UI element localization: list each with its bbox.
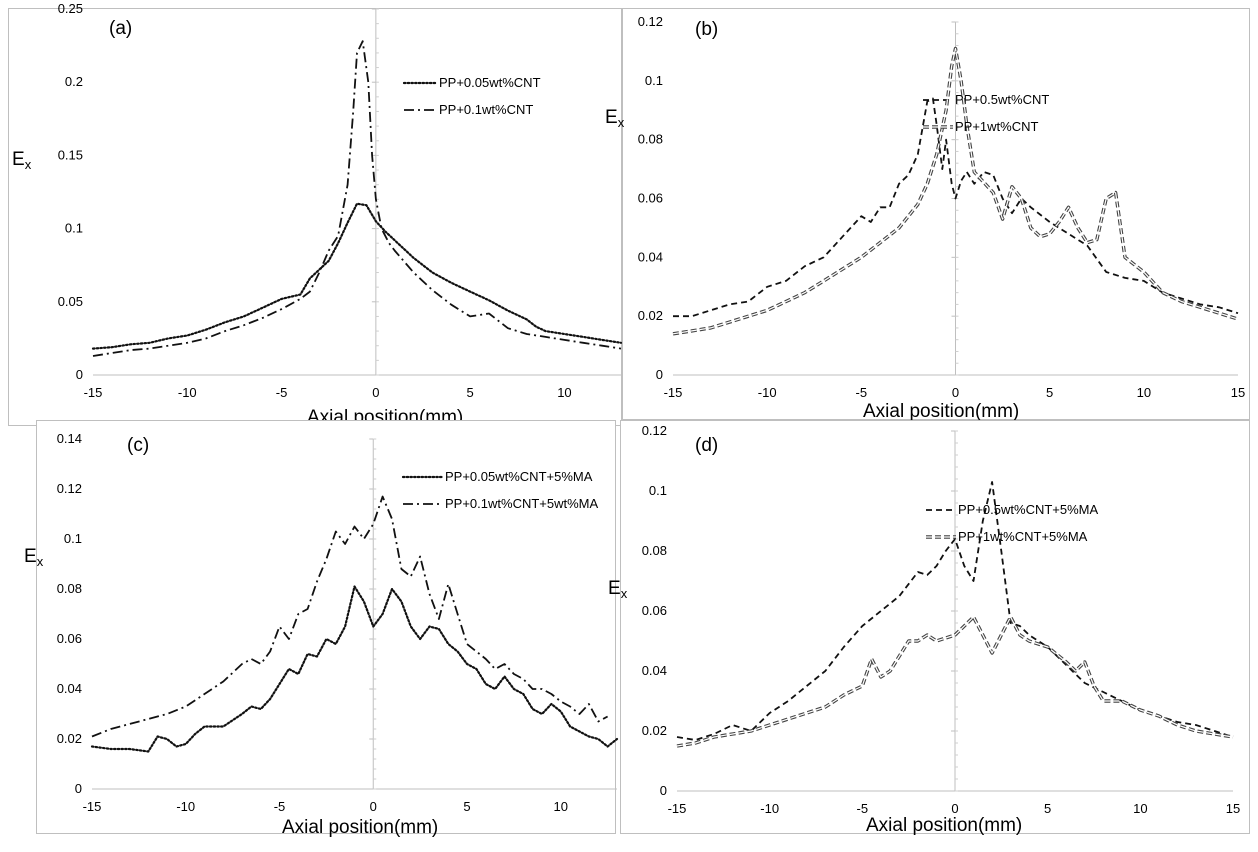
x-tick-label: -10 — [178, 385, 197, 400]
y-tick-label: 0.25 — [58, 1, 83, 16]
y-tick-label: 0.12 — [57, 481, 82, 496]
x-tick-label: 0 — [951, 801, 958, 816]
chart-panel-d: 0 0.02 0.04 0.06 0.08 0.1 0.12 -15 -10 -5 0 5 10 15 Ax… — [608, 420, 1250, 836]
y-axis-label-subscript: x — [25, 157, 32, 172]
y-tick-label: 0.1 — [645, 73, 663, 88]
x-tick-label: 10 — [554, 799, 568, 814]
x-axis-label: Axial position(mm) — [866, 815, 1022, 836]
x-tick-label: 10 — [1137, 385, 1151, 400]
chart-panel-a: 0 0.05 0.1 0.15 0.2 0.25 -15 -10 -5 0 5 10 Axial pos… — [8, 1, 623, 428]
x-tick-label: -5 — [276, 385, 288, 400]
x-tick-label: 15 — [1231, 385, 1245, 400]
y-tick-label: 0 — [75, 781, 82, 796]
x-axis-label: Axial position(mm) — [282, 817, 438, 838]
series-line-2-inner — [676, 616, 1234, 747]
x-tick-label: 0 — [952, 385, 959, 400]
y-tick-label: 0.14 — [57, 431, 82, 446]
x-tick-label: 10 — [1133, 801, 1147, 816]
x-tick-label: -10 — [758, 385, 777, 400]
y-tick-label: 0 — [656, 367, 663, 382]
x-tick-label: 5 — [463, 799, 470, 814]
x-tick-label: -15 — [83, 799, 102, 814]
y-tick-label: 0.02 — [642, 723, 667, 738]
legend-label-2: PP+1wt%CNT — [955, 119, 1038, 134]
y-tick-label: 0.06 — [638, 191, 663, 206]
y-axis-label-subscript: x — [37, 554, 44, 569]
series-line-2 — [92, 40, 622, 357]
y-tick-label: 0.08 — [642, 543, 667, 558]
y-tick-label: 0.04 — [638, 249, 663, 264]
x-tick-label: -5 — [856, 385, 868, 400]
y-tick-label: 0.12 — [642, 423, 667, 438]
legend-label-1: PP+0.5wt%CNT+5%MA — [958, 502, 1098, 517]
y-tick-label: 0.06 — [57, 631, 82, 646]
chart-panel-b: 0 0.02 0.04 0.06 0.08 0.1 0.12 -15 -10 -5 0 5 10 15 Ax… — [605, 8, 1250, 422]
chart-d-svg: 0 0.02 0.04 0.06 0.08 0.1 0.12 -15 -10 -5 0 5 10 15 Ax… — [608, 423, 1240, 836]
x-tick-label: -15 — [664, 385, 683, 400]
y-tick-label: 0.02 — [57, 731, 82, 746]
y-tick-label: 0.2 — [65, 74, 83, 89]
chart-panel-c: 0 0.02 0.04 0.06 0.08 0.1 0.12 0.14 -15 -10 -5 0 5 10… — [24, 420, 619, 838]
y-tick-label: 0.08 — [57, 581, 82, 596]
x-tick-label: 5 — [1044, 801, 1051, 816]
panel-label: (a) — [109, 18, 132, 39]
x-tick-label: 0 — [372, 385, 379, 400]
chart-c-svg: 0 0.02 0.04 0.06 0.08 0.1 0.12 0.14 -15 -10 -5 0 5 10… — [24, 431, 619, 838]
legend-label-1: PP+0.5wt%CNT — [955, 92, 1049, 107]
y-axis-label: Ex — [608, 578, 628, 601]
x-tick-label: 15 — [1226, 801, 1240, 816]
legend-label-2: PP+0.1wt%CNT+5wt%MA — [445, 496, 598, 511]
y-axis-label-subscript: x — [618, 115, 625, 130]
y-tick-label: 0.02 — [638, 308, 663, 323]
x-tick-label: -5 — [857, 801, 869, 816]
legend-label-2: PP+0.1wt%CNT — [439, 102, 533, 117]
series-line-2-inner — [672, 47, 1239, 335]
x-tick-label: 10 — [557, 385, 571, 400]
legend-label-2: PP+1wt%CNT+5%MA — [958, 529, 1088, 544]
y-tick-label: 0.04 — [57, 681, 82, 696]
y-tick-label: 0.1 — [64, 531, 82, 546]
panel-label: (d) — [695, 435, 718, 456]
x-tick-label: 0 — [370, 799, 377, 814]
chart-b-svg: 0 0.02 0.04 0.06 0.08 0.1 0.12 -15 -10 -5 0 5 10 15 Ax… — [605, 14, 1245, 422]
y-tick-label: 0 — [660, 783, 667, 798]
series-line-1 — [90, 585, 619, 753]
x-tick-label: -15 — [84, 385, 103, 400]
y-tick-label: 0.1 — [649, 483, 667, 498]
y-tick-label: 0.12 — [638, 14, 663, 29]
x-tick-label: 5 — [1046, 385, 1053, 400]
panel-label: (c) — [127, 435, 149, 456]
legend-label-1: PP+0.05wt%CNT+5%MA — [445, 469, 593, 484]
y-tick-label: 0.06 — [642, 603, 667, 618]
y-axis-label: Ex — [605, 107, 625, 130]
x-tick-label: -5 — [274, 799, 286, 814]
y-tick-label: 0.04 — [642, 663, 667, 678]
y-tick-label: 0 — [76, 367, 83, 382]
x-tick-label: -15 — [668, 801, 687, 816]
x-tick-label: -10 — [760, 801, 779, 816]
legend-label-1: PP+0.05wt%CNT — [439, 75, 541, 90]
series-line-1 — [91, 202, 623, 350]
x-tick-label: -10 — [176, 799, 195, 814]
panel-label: (b) — [695, 19, 718, 40]
series-line-1 — [673, 97, 1239, 318]
series-line-2 — [91, 495, 609, 738]
y-tick-label: 0.05 — [58, 294, 83, 309]
x-axis-label: Axial position(mm) — [863, 401, 1019, 422]
y-axis-label: Ex — [12, 149, 32, 172]
y-axis-label-subscript: x — [621, 586, 628, 601]
y-axis-label: Ex — [24, 546, 44, 569]
series-line-1 — [676, 481, 1234, 741]
y-tick-label: 0.15 — [58, 147, 83, 162]
y-tick-label: 0.08 — [638, 132, 663, 147]
x-tick-label: 5 — [467, 385, 474, 400]
y-tick-label: 0.1 — [65, 221, 83, 236]
